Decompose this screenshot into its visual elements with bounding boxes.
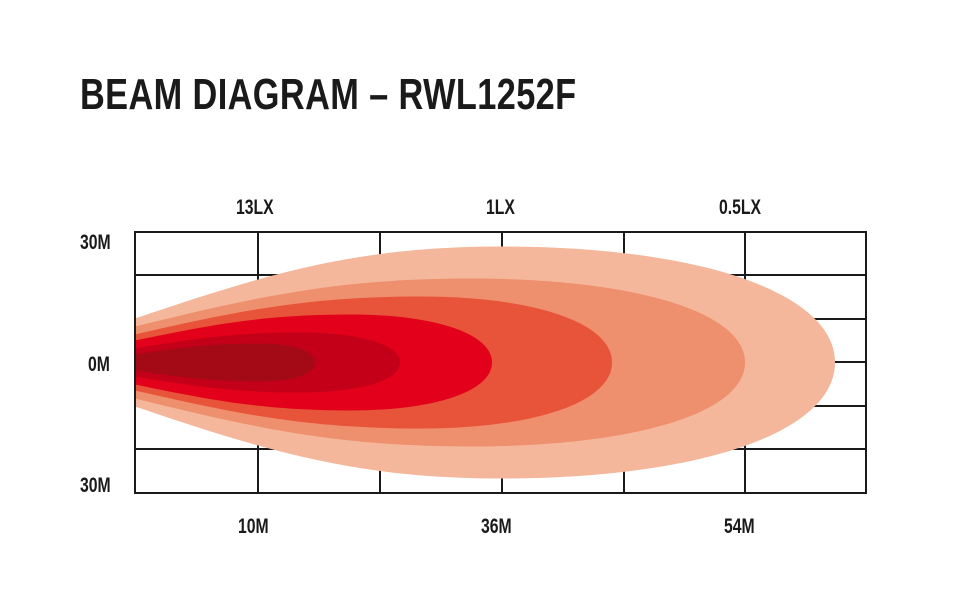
distance-label-10m: 10M bbox=[238, 515, 269, 538]
width-label-bottom: 30M bbox=[80, 474, 111, 497]
beam-layers bbox=[135, 246, 835, 479]
diagram-title: BEAM DIAGRAM – RWL1252F bbox=[80, 70, 577, 119]
distance-label-36m: 36M bbox=[481, 515, 512, 538]
grid-border bbox=[134, 231, 867, 494]
grid bbox=[134, 231, 867, 494]
lux-label-1lx: 1LX bbox=[486, 196, 515, 219]
width-label-top: 30M bbox=[80, 231, 111, 254]
lux-label-13lx: 13LX bbox=[236, 196, 274, 219]
beam-zone-6 bbox=[135, 343, 315, 382]
width-label-center: 0M bbox=[88, 353, 110, 376]
lux-label-0-5lx: 0.5LX bbox=[719, 196, 762, 219]
distance-label-54m: 54M bbox=[724, 515, 755, 538]
